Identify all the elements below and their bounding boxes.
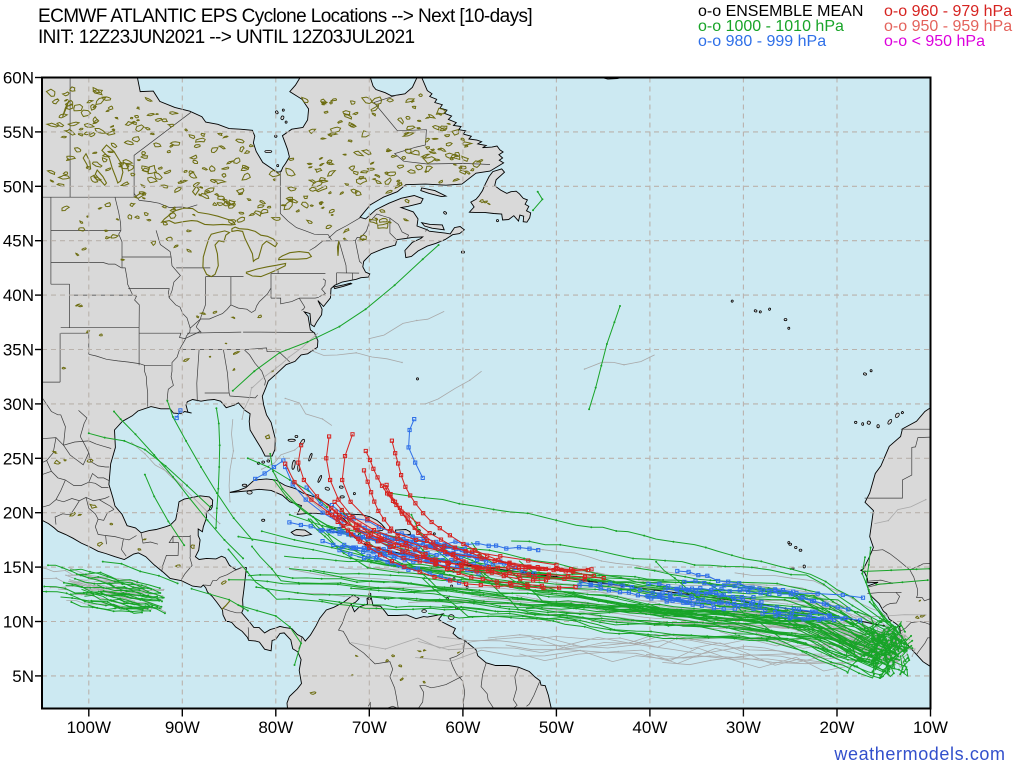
svg-text:90W: 90W bbox=[165, 718, 200, 737]
svg-text:40N: 40N bbox=[3, 286, 34, 305]
svg-text:o-o ENSEMBLE MEAN: o-o ENSEMBLE MEAN bbox=[698, 3, 863, 20]
svg-text:25N: 25N bbox=[3, 449, 34, 468]
svg-text:60W: 60W bbox=[445, 718, 480, 737]
svg-text:60N: 60N bbox=[3, 69, 34, 88]
svg-text:weathermodels.com: weathermodels.com bbox=[833, 744, 1005, 764]
svg-text:10N: 10N bbox=[3, 613, 34, 632]
svg-text:35N: 35N bbox=[3, 341, 34, 360]
svg-text:80W: 80W bbox=[258, 718, 293, 737]
svg-text:20N: 20N bbox=[3, 504, 34, 523]
svg-text:30N: 30N bbox=[3, 395, 34, 414]
svg-text:30W: 30W bbox=[726, 718, 761, 737]
svg-text:20W: 20W bbox=[820, 718, 855, 737]
svg-text:o-o 950 - 959 hPa: o-o 950 - 959 hPa bbox=[884, 18, 1012, 35]
svg-text:15N: 15N bbox=[3, 558, 34, 577]
svg-text:55N: 55N bbox=[3, 123, 34, 142]
svg-text:45N: 45N bbox=[3, 232, 34, 251]
svg-text:o-o 1000 - 1010 hPa: o-o 1000 - 1010 hPa bbox=[698, 18, 844, 35]
svg-text:50W: 50W bbox=[539, 718, 574, 737]
svg-text:ECMWF ATLANTIC EPS Cyclone Loc: ECMWF ATLANTIC EPS Cyclone Locations -->… bbox=[38, 6, 532, 27]
svg-text:o-o < 950 hPa: o-o < 950 hPa bbox=[884, 33, 985, 50]
svg-text:5N: 5N bbox=[12, 667, 34, 686]
svg-text:100W: 100W bbox=[67, 718, 111, 737]
svg-text:o-o 960 - 979 hPa: o-o 960 - 979 hPa bbox=[884, 3, 1012, 20]
svg-text:10W: 10W bbox=[913, 718, 948, 737]
svg-text:INIT: 12Z23JUN2021 --> UNTIL 1: INIT: 12Z23JUN2021 --> UNTIL 12Z03JUL202… bbox=[38, 27, 415, 48]
svg-text:40W: 40W bbox=[632, 718, 667, 737]
svg-text:50N: 50N bbox=[3, 177, 34, 196]
svg-text:70W: 70W bbox=[352, 718, 387, 737]
svg-text:o-o 980 - 999 hPa: o-o 980 - 999 hPa bbox=[698, 33, 826, 50]
